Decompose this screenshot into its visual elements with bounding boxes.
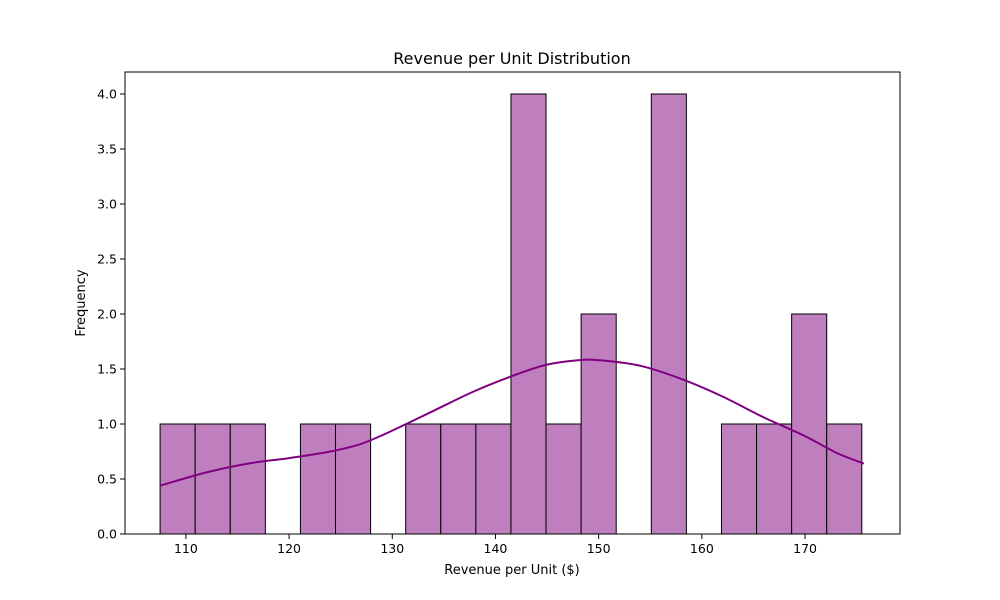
plot-frame	[124, 71, 901, 535]
histogram-bar	[475, 423, 512, 535]
y-tick-label: 4.0	[97, 87, 117, 102]
kde-curve	[159, 358, 865, 487]
histogram-bar	[229, 423, 266, 535]
x-axis-ticks: 110 120 130 140 150 160 170	[174, 534, 817, 556]
histogram-bar	[440, 423, 477, 535]
histogram-bar	[405, 423, 442, 535]
histogram-bar	[580, 313, 617, 535]
histogram-bar	[335, 423, 372, 535]
x-tick-label: 160	[690, 541, 714, 556]
x-tick-label: 150	[587, 541, 611, 556]
histogram-bar	[756, 423, 793, 535]
y-tick-label: 2.0	[97, 307, 117, 322]
y-tick-label: 3.0	[97, 197, 117, 212]
y-tick-label: 0.0	[97, 527, 117, 542]
y-tick-label: 2.5	[97, 252, 117, 267]
histogram-bar	[194, 423, 231, 535]
y-tick-label: 0.5	[97, 472, 117, 487]
histogram-bar	[299, 423, 337, 535]
histogram-bar	[720, 423, 758, 535]
x-tick-label: 110	[174, 541, 198, 556]
x-tick-label: 130	[380, 541, 404, 556]
histogram-bar	[826, 423, 863, 535]
histogram-bar	[650, 93, 687, 535]
y-tick-label: 1.0	[97, 417, 117, 432]
x-tick-label: 170	[793, 541, 817, 556]
histogram-bars	[159, 93, 863, 535]
histogram-bar	[545, 423, 582, 535]
histogram-bar	[159, 423, 196, 535]
x-tick-label: 140	[484, 541, 508, 556]
y-tick-label: 3.5	[97, 142, 117, 157]
x-tick-label: 120	[277, 541, 301, 556]
histogram-bar	[510, 93, 547, 535]
y-axis-title: Frequency	[74, 269, 89, 336]
x-axis-title: Revenue per Unit ($)	[444, 563, 579, 578]
histogram-bar	[791, 313, 828, 535]
y-axis-ticks: 0.0 0.5 1.0 1.5 2.0 2.5 3.0 3.5 4.0	[97, 87, 125, 542]
chart-title: Revenue per Unit Distribution	[393, 49, 630, 68]
y-tick-label: 1.5	[97, 362, 117, 377]
